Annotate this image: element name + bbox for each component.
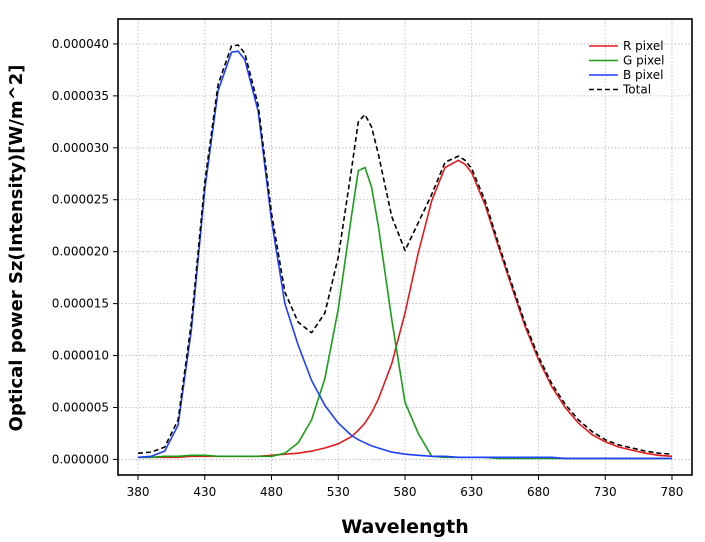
x-tick-label: 630 [460,485,483,499]
y-tick-label: 0.000020 [52,245,109,259]
x-tick-label: 680 [527,485,550,499]
y-tick-label: 0.000015 [52,297,109,311]
y-axis: 0.000000 0.000005 0.000010 0.000015 0.000020… [52,37,118,466]
x-tick-label: 380 [127,485,150,499]
legend-label-g-pixel: G pixel [623,54,665,68]
x-axis-title: Wavelength [341,516,469,538]
y-tick-label: 0.000005 [52,400,109,414]
total-line [137,44,673,455]
plot-series [137,44,673,460]
x-tick-label: 430 [193,485,216,499]
x-tick-label: 530 [327,485,350,499]
x-axis: 380 430 480 530 580 630 680 730 780 [127,475,684,499]
y-tick-label: 0.000000 [52,452,109,466]
y-tick-label: 0.000035 [52,89,109,103]
legend-label-b-pixel: B pixel [623,68,663,82]
x-tick-label: 580 [394,485,417,499]
b-pixel-line [137,50,672,460]
x-tick-label: 480 [260,485,283,499]
legend-label-r-pixel: R pixel [623,39,664,53]
grid-lines [118,19,692,475]
y-tick-label: 0.000025 [52,193,109,207]
x-tick-label: 730 [594,485,617,499]
y-tick-label: 0.000040 [52,37,109,51]
legend-label-total: Total [622,83,651,97]
x-tick-label: 780 [661,485,684,499]
y-tick-label: 0.000030 [52,141,109,155]
y-tick-label: 0.000010 [52,349,109,363]
y-axis-title: Optical power Sz(Intensity)[W/m^2] [6,65,27,432]
